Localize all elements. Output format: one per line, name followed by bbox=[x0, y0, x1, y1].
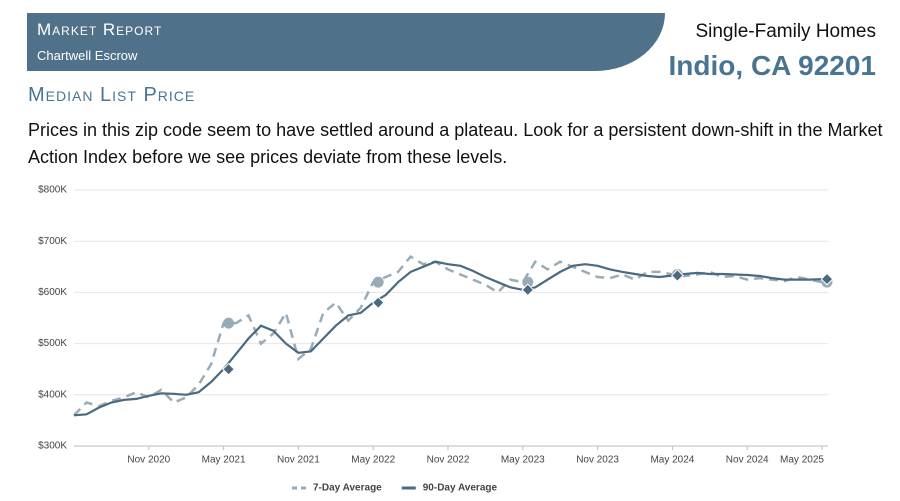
header-banner: Market Report Chartwell Escrow bbox=[27, 13, 665, 71]
chart: $300K $400K $500K $600K $700K $800K Nov 2020 Ma… bbox=[38, 185, 834, 494]
point-marker bbox=[222, 362, 235, 376]
x-tick-label: May 2022 bbox=[351, 455, 395, 466]
legend-label: 7-Day Average bbox=[313, 483, 382, 494]
report-title: Market Report bbox=[37, 20, 163, 39]
y-tick-label: $700K bbox=[38, 236, 67, 247]
y-tick-label: $400K bbox=[38, 389, 67, 400]
y-tick-label: $300K bbox=[38, 441, 67, 452]
y-tick-label: $500K bbox=[38, 338, 67, 349]
x-tick-label: May 2025 bbox=[780, 455, 824, 466]
point-marker bbox=[671, 269, 684, 282]
point-marker bbox=[521, 283, 535, 297]
x-tick-label: Nov 2024 bbox=[726, 455, 769, 466]
x-tick-label: Nov 2022 bbox=[427, 455, 470, 466]
point-marker bbox=[820, 272, 834, 286]
description: Prices in this zip code seem to have set… bbox=[28, 120, 883, 167]
point-marker bbox=[372, 276, 384, 288]
legend-label: 90-Day Average bbox=[423, 483, 498, 494]
point-marker bbox=[223, 317, 235, 329]
point-marker bbox=[371, 296, 385, 310]
x-tick-label: Nov 2023 bbox=[576, 455, 619, 466]
x-tick-label: Nov 2021 bbox=[277, 455, 320, 466]
x-tick-label: May 2021 bbox=[202, 455, 246, 466]
x-tick-label: Nov 2020 bbox=[127, 455, 170, 466]
property-type: Single-Family Homes bbox=[695, 21, 876, 42]
series-line bbox=[73, 260, 823, 417]
point-marker bbox=[522, 276, 534, 288]
x-tick-label: May 2023 bbox=[501, 455, 545, 466]
x-tick-label: May 2024 bbox=[650, 455, 694, 466]
location: Indio, CA 92201 bbox=[668, 50, 876, 81]
series-line bbox=[73, 254, 823, 417]
y-tick-label: $600K bbox=[38, 287, 67, 298]
y-tick-label: $800K bbox=[38, 185, 67, 196]
report-subtitle: Chartwell Escrow bbox=[37, 48, 138, 63]
section-title: Median List Price bbox=[28, 84, 196, 106]
